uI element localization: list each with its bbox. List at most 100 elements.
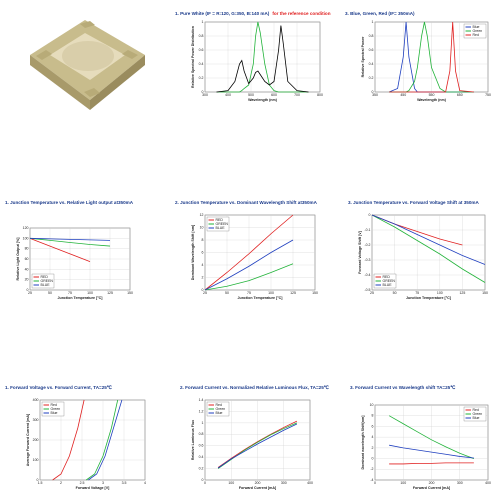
y-tick-label: 0.8 — [199, 432, 204, 436]
y-tick-label: -4 — [370, 478, 373, 482]
legend-label: Green — [51, 407, 61, 411]
y-tick-label: 0.6 — [369, 48, 374, 52]
legend-label: RED — [41, 275, 49, 279]
series-line — [371, 214, 486, 283]
legend-label: Red — [216, 403, 222, 407]
series-line — [204, 214, 294, 291]
y-tick-label: 1.4 — [199, 398, 204, 402]
legend-label: Red — [473, 33, 479, 37]
x-tick-label: 300 — [281, 481, 287, 485]
legend-label: GREEN — [216, 222, 229, 226]
y-tick-label: 60 — [25, 257, 29, 261]
y-tick-label: -0.1 — [364, 228, 370, 232]
chart: 2. Junction Temperature vs. Dominant Wav… — [175, 200, 318, 300]
y-tick-label: 0.6 — [199, 444, 204, 448]
chart-title: 1. Junction Temperature vs. Relative Lig… — [5, 200, 134, 205]
y-tick-label: 300 — [33, 418, 39, 422]
x-tick-label: 25 — [370, 291, 374, 295]
chart-title: 3. Forward Current vs Wavelength shift T… — [350, 384, 456, 390]
y-axis-label: Relative Spectral Power — [361, 36, 365, 77]
legend-label: BLUE — [383, 283, 393, 287]
y-tick-label: 1.2 — [199, 409, 204, 413]
x-tick-label: 350 — [372, 93, 378, 97]
x-axis-label: Junction Temperature [°C] — [406, 296, 451, 300]
y-axis-label: Dominant Wavelength Shift [nm] — [191, 225, 195, 280]
x-tick-label: 75 — [68, 291, 72, 295]
series-line — [389, 444, 474, 459]
series-line — [29, 237, 91, 262]
legend-label: BLUE — [216, 226, 226, 230]
chart-title: 1. Forward Voltage vs. Forward Current, … — [5, 384, 113, 390]
chart: 3. Forward Current vs Wavelength shift T… — [350, 384, 491, 490]
y-tick-label: 6 — [372, 424, 374, 428]
series-line — [52, 399, 85, 481]
x-tick-label: 50 — [393, 291, 397, 295]
x-tick-label: 2 — [60, 481, 62, 485]
y-tick-label: 8 — [202, 238, 204, 242]
y-tick-label: 0 — [202, 288, 204, 292]
series-line — [88, 399, 123, 481]
y-tick-label: -0.3 — [364, 258, 370, 262]
series-line — [217, 420, 298, 468]
y-axis-label: Dominant wavelength Shift[nm] — [361, 416, 365, 470]
legend-label: GREEN — [41, 279, 54, 283]
y-tick-label: -0.2 — [364, 243, 370, 247]
legend-label: Blue — [473, 25, 480, 29]
series-line — [217, 422, 298, 469]
series-line — [85, 399, 119, 481]
y-tick-label: 0.8 — [369, 34, 374, 38]
y-tick-label: -0.4 — [364, 273, 370, 277]
x-tick-label: 150 — [127, 291, 133, 295]
series-line — [29, 237, 111, 241]
legend-label: Red — [473, 408, 479, 412]
chart: 1. Pure White (IF = R:120, G:350, B:140 … — [175, 11, 331, 102]
legend-label: Blue — [473, 416, 480, 420]
x-tick-label: 150 — [312, 291, 318, 295]
y-tick-label: 0 — [372, 90, 374, 94]
x-tick-label: 125 — [107, 291, 113, 295]
x-tick-label: 50 — [48, 291, 52, 295]
series-line — [216, 25, 309, 93]
x-tick-label: 100 — [228, 481, 234, 485]
x-tick-label: 200 — [429, 481, 435, 485]
x-tick-label: 3.5 — [122, 481, 127, 485]
y-tick-label: 10 — [370, 403, 374, 407]
y-tick-label: 10 — [200, 225, 204, 229]
chart-title: 3. Junction Temperature vs. Forward Volt… — [348, 200, 479, 205]
chart-title: 2. Forward Current vs. Normalized Relati… — [180, 384, 330, 390]
chart-title: 3. Blue, Green, Red (IF= 350mA) — [345, 11, 415, 16]
chart: 3. Blue, Green, Red (IF= 350mA) 0 0.2 0.4 0.… — [345, 11, 491, 102]
y-tick-label: 8 — [372, 414, 374, 418]
y-axis-label: Average Forward Current [mA] — [26, 414, 30, 466]
x-tick-label: 125 — [459, 291, 465, 295]
x-axis-label: Forward Current [mA] — [413, 486, 450, 490]
y-tick-label: 6 — [202, 250, 204, 254]
series-line — [29, 237, 111, 247]
series-line — [389, 21, 474, 93]
y-tick-label: 0.6 — [199, 48, 204, 52]
y-tick-label: 40 — [25, 267, 29, 271]
y-axis-label: Relative Luminous Flux — [191, 420, 195, 460]
y-tick-label: 80 — [25, 247, 29, 251]
x-tick-label: 700 — [294, 93, 300, 97]
x-tick-label: 550 — [429, 93, 435, 97]
x-tick-label: 1.5 — [38, 481, 43, 485]
x-tick-label: 100 — [87, 291, 93, 295]
legend-label: Green — [216, 407, 226, 411]
y-tick-label: 2 — [202, 275, 204, 279]
x-tick-label: 400 — [225, 93, 231, 97]
y-tick-label: 0.4 — [199, 455, 204, 459]
series-line — [388, 415, 475, 459]
legend-label: GREEN — [383, 279, 396, 283]
y-tick-label: 2 — [372, 446, 374, 450]
chart: 3. Junction Temperature vs. Forward Volt… — [348, 200, 488, 300]
y-tick-label: 1 — [372, 20, 374, 24]
x-tick-label: 200 — [255, 481, 261, 485]
x-tick-label: 25 — [203, 291, 207, 295]
y-tick-label: 0.4 — [369, 62, 374, 66]
legend-label: Blue — [216, 411, 223, 415]
y-tick-label: 0.8 — [199, 34, 204, 38]
